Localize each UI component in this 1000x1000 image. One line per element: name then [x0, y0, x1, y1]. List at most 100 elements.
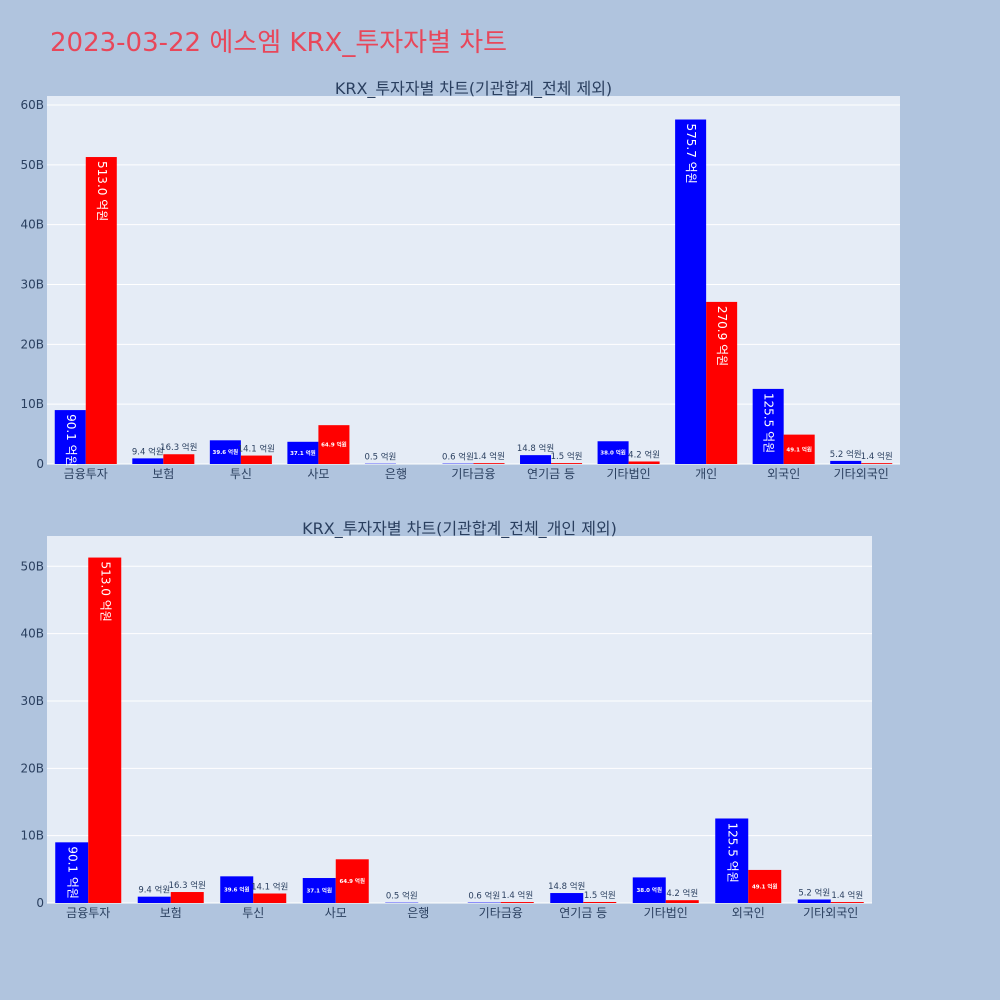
y-tick-label: 10B [20, 829, 44, 843]
x-tick-label: 은행 [385, 466, 407, 481]
bar [675, 119, 707, 464]
y-tick-label: 20B [20, 761, 44, 775]
data-label: 0.5 억원 [365, 452, 397, 463]
bar [632, 877, 666, 903]
bar [163, 454, 195, 464]
data-label: 14.1 억원 [238, 444, 275, 455]
chart-top: KRX_투자자별 차트(기관합계_전체 제외) 0 10B 20B 30B 40B 50B 6… [20, 79, 900, 481]
data-label: 1.4 억원 [861, 451, 893, 462]
data-label: 64.9 억원 [339, 877, 365, 885]
bar [797, 899, 831, 903]
y-tick-label: 50B [20, 158, 44, 172]
data-label: 125.5 억원 [725, 822, 739, 882]
data-label: 14.1 억원 [251, 882, 288, 893]
data-label: 90.1 억원 [65, 846, 79, 899]
x-tick-label: 금융투자 [64, 467, 108, 481]
data-label: 4.2 억원 [666, 888, 698, 899]
data-label: 0.6 억원 [468, 891, 500, 902]
data-label: 16.3 억원 [169, 880, 206, 891]
data-label: 14.8 억원 [517, 443, 554, 454]
x-tick-label: 기타외국인 [834, 467, 889, 481]
data-label: 1.5 억원 [551, 451, 583, 462]
data-label: 39.6 억원 [213, 448, 239, 456]
y-tick-label: 0 [36, 457, 44, 471]
x-tick-label: 기타금융 [479, 906, 523, 920]
x-tick-label: 투신 [230, 467, 252, 481]
bar [551, 463, 583, 464]
data-label: 0.6 억원 [442, 452, 474, 463]
x-tick-label: 사모 [307, 467, 329, 481]
bar [665, 900, 699, 903]
data-label: 1.4 억원 [501, 890, 533, 901]
data-label: 49.1 억원 [786, 445, 812, 453]
data-label: 90.1 억원 [64, 414, 78, 467]
chart-bottom: KRX_투자자별 차트(기관합계_전체_개인 제외) 0 10B 20B 30B 40B 5… [20, 519, 872, 920]
bar [88, 557, 122, 903]
data-label: 37.1 억원 [290, 449, 316, 457]
data-label: 9.4 억원 [132, 446, 164, 457]
y-tick-label: 20B [20, 337, 44, 351]
data-label: 125.5 억원 [762, 393, 776, 453]
bar [253, 893, 287, 903]
bar [170, 892, 204, 903]
bar [550, 893, 584, 903]
y-tick-label: 50B [20, 559, 44, 573]
data-label: 37.1 억원 [306, 887, 332, 895]
data-label: 9.4 억원 [138, 885, 170, 896]
bar [287, 441, 319, 464]
data-label: 14.8 억원 [548, 881, 585, 892]
data-label: 4.2 억원 [628, 449, 660, 460]
y-tick-label: 10B [20, 397, 44, 411]
bar [706, 301, 738, 464]
data-label: 5.2 억원 [830, 449, 862, 460]
bar [132, 458, 164, 464]
x-tick-label: 기타금융 [451, 467, 495, 481]
data-label: 513.0 억원 [95, 161, 109, 221]
x-tick-label: 기타법인 [607, 467, 651, 481]
y-tick-label: 30B [20, 694, 44, 708]
data-label: 513.0 억원 [98, 562, 112, 622]
x-tick-label: 연기금 등 [527, 467, 575, 481]
bar [220, 876, 254, 903]
data-label: 38.0 억원 [600, 449, 626, 457]
chart-title: KRX_투자자별 차트(기관합계_전체_개인 제외) [302, 519, 617, 539]
bar [830, 902, 864, 903]
bar [752, 388, 784, 464]
data-label: 575.7 억원 [684, 124, 698, 184]
bar [137, 896, 171, 903]
bar [783, 434, 815, 464]
x-tick-label: 투신 [242, 906, 264, 920]
x-tick-label: 보험 [160, 906, 182, 920]
y-tick-label: 0 [36, 896, 44, 910]
bar [861, 463, 893, 464]
bar [520, 455, 552, 464]
data-label: 49.1 억원 [752, 882, 778, 890]
x-tick-label: 외국인 [732, 906, 765, 920]
x-tick-label: 금융투자 [66, 906, 110, 920]
bar [628, 461, 660, 464]
y-tick-label: 30B [20, 277, 44, 291]
data-label: 270.9 억원 [715, 306, 729, 366]
x-tick-label: 사모 [325, 906, 347, 920]
data-label: 64.9 억원 [321, 441, 347, 449]
x-tick-label: 외국인 [767, 467, 800, 481]
bar [54, 410, 86, 464]
bar [830, 460, 862, 464]
data-label: 1.4 억원 [473, 451, 505, 462]
data-label: 5.2 억원 [798, 887, 830, 898]
bar [209, 440, 241, 464]
data-label: 16.3 억원 [160, 442, 197, 453]
x-tick-label: 은행 [407, 905, 429, 920]
bar [85, 157, 117, 464]
data-label: 0.5 억원 [386, 891, 418, 902]
x-tick-label: 기타법인 [644, 906, 688, 920]
bar [55, 842, 89, 903]
y-tick-label: 40B [20, 218, 44, 232]
data-label: 1.5 억원 [584, 890, 616, 901]
x-tick-label: 연기금 등 [559, 906, 607, 920]
bar [318, 425, 350, 464]
y-tick-label: 40B [20, 627, 44, 641]
data-label: 39.6 억원 [224, 886, 250, 894]
data-label: 38.0 억원 [636, 886, 662, 894]
x-tick-label: 기타외국인 [803, 906, 858, 920]
